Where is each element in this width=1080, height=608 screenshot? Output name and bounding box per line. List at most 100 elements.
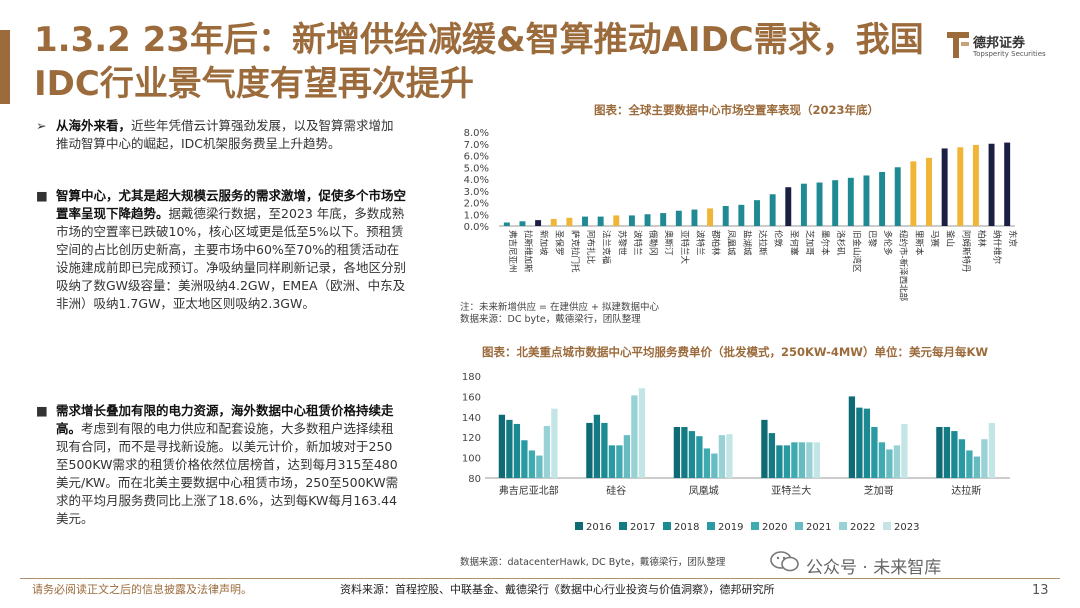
bar	[958, 439, 966, 478]
bar	[681, 427, 688, 478]
chart2-source: 数据来源：datacenterHawk, DC Byte，戴德梁行，团队整理	[460, 557, 726, 568]
bar	[791, 442, 798, 478]
bar	[535, 220, 542, 226]
bar	[936, 427, 943, 478]
bar	[703, 448, 711, 478]
x-tick-label: 凤凰城	[689, 485, 719, 497]
bar	[798, 442, 806, 478]
bar	[800, 183, 807, 226]
bar	[536, 455, 543, 478]
bullet-text: 近些年凭借云计算强劲发展，以及智算需求增加推动智算中心的崛起，IDC机架服务费呈…	[56, 118, 394, 151]
bar	[957, 147, 964, 226]
legend-label: 2019	[718, 522, 743, 533]
bar	[926, 157, 932, 226]
x-tick-label: 阿布扎比	[585, 230, 596, 264]
bullet-text: 据戴德梁行数据，至2023 年底，多数成熟市场的空置率已跌破10%，核心区域更是…	[56, 206, 407, 311]
bullet-heading: 需求增长叠加有限的电力资源，海外数据中心租赁价格持续走高。	[56, 403, 394, 436]
title-accent-bar	[0, 30, 10, 104]
bar	[691, 209, 698, 226]
x-tick-label: 新加坡	[538, 230, 549, 256]
y-tick-label: 80	[468, 474, 481, 485]
legend-swatch	[839, 522, 847, 530]
x-tick-label: 拉斯维加斯	[522, 230, 533, 273]
bar	[878, 442, 886, 478]
y-tick-label: 7.0%	[464, 140, 489, 151]
legend-label: 2020	[762, 522, 787, 533]
bar	[754, 200, 760, 226]
bar	[893, 445, 901, 478]
bar	[519, 221, 526, 226]
bar	[988, 422, 996, 478]
bar	[783, 445, 791, 478]
y-tick-label: 6.0%	[464, 152, 489, 163]
x-tick-label: 旧金山湾区	[851, 230, 862, 273]
disclaimer-link[interactable]: 请务必阅读正文之后的信息披露及法律声明。	[32, 583, 252, 596]
chart1-note: 注：未来新增供应 = 在建供应 + 拟建数据中心	[460, 302, 659, 313]
x-tick-label: 奥斯汀	[663, 230, 674, 256]
legend-label: 2018	[674, 522, 699, 533]
legend-label: 2021	[806, 522, 831, 533]
bar	[973, 456, 981, 478]
legend-swatch	[751, 522, 759, 530]
bar	[521, 440, 528, 478]
bar	[848, 396, 856, 478]
y-tick-label: 2.0%	[464, 199, 489, 210]
service-fee-chart: 80 100 120 140 160 180 弗吉尼亚北部 硅谷 凤凰城 亚特兰大 芝加哥 达拉斯 20…	[462, 372, 1010, 533]
legend-label: 2017	[630, 522, 655, 533]
bar	[566, 217, 573, 226]
bar	[498, 414, 506, 478]
watermark-text: 公众号 · 未来智库	[806, 558, 942, 578]
bar	[722, 206, 729, 226]
bar	[894, 167, 901, 226]
x-tick-label: 圣保罗	[554, 230, 565, 256]
x-tick-label: 都柏林	[710, 230, 721, 256]
bar	[738, 204, 745, 226]
x-tick-label: 芝加哥	[864, 484, 894, 497]
bar	[675, 210, 682, 226]
x-tick-label: 洛杉矶	[835, 230, 846, 256]
legend-swatch	[575, 522, 583, 530]
bar	[776, 445, 783, 478]
x-tick-label: 伦敦	[773, 230, 784, 248]
bar	[943, 427, 951, 478]
x-tick-label: 东京	[1007, 230, 1018, 247]
x-tick-label: 纳什维尔	[992, 230, 1003, 265]
bar	[707, 208, 714, 226]
x-tick-label: 盐湖城	[741, 230, 752, 256]
bullet-text: 考虑到有限的电力供应和配套设施，大多数租户选择续租现有合同，而不是寻找新设施。以…	[56, 421, 399, 526]
bar	[856, 407, 863, 478]
legend-swatch	[619, 522, 627, 530]
x-tick-label: 多伦多	[882, 230, 893, 256]
bar	[816, 182, 823, 226]
page-number: 13	[1032, 583, 1049, 598]
bar	[628, 215, 635, 226]
bullet-item: ■ 需求增长叠加有限的电力资源，海外数据中心租赁价格持续走高。考虑到有限的电力供…	[30, 402, 406, 528]
x-tick-label: 弗吉尼亚北部	[499, 484, 559, 497]
x-tick-label: 达拉斯	[951, 484, 981, 497]
x-tick-label: 波特兰	[694, 230, 705, 256]
bar	[616, 445, 623, 478]
bar	[644, 214, 651, 226]
bar	[688, 431, 696, 478]
bar	[631, 395, 638, 478]
company-logo: 德邦证券 Topsperity Securities	[945, 26, 1075, 66]
bar	[871, 427, 878, 478]
bar	[966, 450, 973, 478]
y-tick-label: 4.0%	[464, 175, 489, 186]
bar	[806, 442, 813, 478]
bar	[543, 425, 551, 478]
bar	[528, 450, 536, 478]
bullet-item: ➢ 从海外来看，近些年凭借云计算强劲发展，以及智算需求增加推动智算中心的崛起，I…	[30, 117, 406, 153]
bar	[981, 439, 988, 478]
bar	[613, 215, 620, 226]
bar	[597, 216, 604, 226]
legend-swatch	[663, 522, 671, 530]
bar	[601, 422, 608, 478]
x-tick-label: 俄勒冈	[648, 230, 659, 256]
bullet-item: ■ 智算中心，尤其是超大规模云服务的需求激增，促使多个市场空置率呈现下降趋势。据…	[30, 187, 406, 313]
x-tick-label: 亚特兰大	[679, 230, 690, 265]
bar	[1004, 142, 1011, 226]
legend-label: 2022	[850, 522, 875, 533]
y-tick-label: 8.0%	[464, 128, 489, 139]
logo-mark-icon	[947, 32, 969, 58]
